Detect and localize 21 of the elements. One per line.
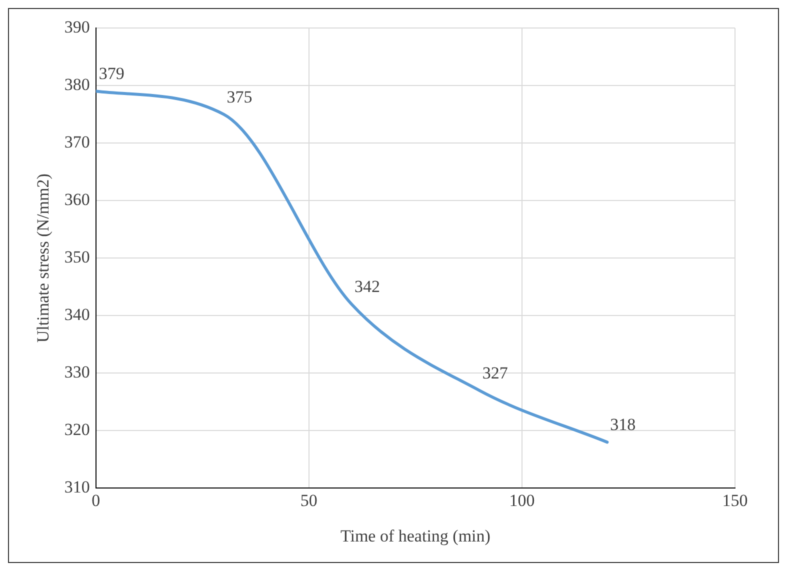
- data-label: 327: [482, 363, 508, 382]
- y-tick-label: 360: [64, 190, 90, 210]
- x-tick-label: 0: [92, 490, 100, 510]
- y-tick-label: 320: [64, 420, 90, 440]
- data-label: 375: [226, 87, 252, 106]
- x-tick-label: 50: [300, 490, 318, 510]
- x-tick-label: 100: [509, 490, 535, 510]
- y-tick-label: 350: [64, 248, 90, 267]
- y-tick-label: 340: [64, 305, 90, 324]
- line-series: [96, 90, 609, 444]
- data-label: 318: [610, 415, 636, 434]
- y-tick-label: 390: [64, 17, 90, 36]
- y-axis-title: Ultimate stress (N/mm2): [34, 174, 53, 343]
- data-label: 342: [354, 277, 380, 296]
- data-label: 379: [98, 64, 124, 84]
- x-tick-label: 150: [722, 490, 748, 510]
- y-tick-label: 370: [64, 132, 90, 152]
- y-tick-label: 330: [64, 362, 90, 382]
- y-tick-label: 310: [64, 478, 90, 497]
- y-tick-label: 380: [64, 74, 90, 94]
- x-axis-title: Time of heating (min): [340, 526, 490, 546]
